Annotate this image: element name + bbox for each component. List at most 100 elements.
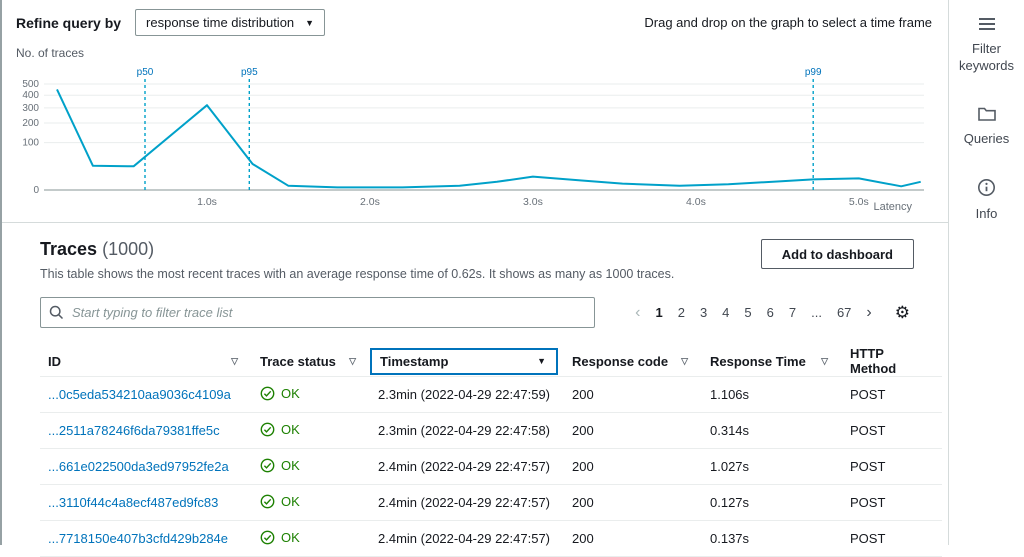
sort-icon[interactable]: ▽ — [681, 355, 688, 366]
sidebar-item-label: Queries — [963, 130, 1010, 146]
pagination-page-2[interactable]: 2 — [677, 305, 685, 320]
hamburger-icon — [978, 18, 995, 30]
status-badge: OK — [260, 494, 300, 509]
trace-id-cell: ...2511a78246f6da79381ffe5c — [40, 412, 252, 449]
refine-query-row: Refine query by response time distributi… — [16, 9, 936, 36]
svg-text:1.0s: 1.0s — [197, 196, 217, 208]
check-circle-icon — [260, 530, 275, 544]
traces-title: Traces (1000) — [40, 239, 155, 259]
http-method-cell: POST — [842, 520, 942, 557]
svg-text:p99: p99 — [805, 67, 822, 78]
timestamp-cell: 2.4min (2022-04-29 22:47:57) — [370, 484, 564, 521]
pagination-page-6[interactable]: 6 — [766, 305, 774, 320]
pagination-ellipsis: ... — [811, 305, 822, 320]
response-time-cell: 1.106s — [702, 376, 842, 413]
pagination-page-3[interactable]: 3 — [699, 305, 708, 320]
response-code-cell: 200 — [564, 520, 702, 557]
latency-chart-container: No. of traces 0 100 200 300 400 500 1.0s 2.0s 3.… — [16, 46, 936, 214]
status-text: OK — [281, 421, 300, 437]
http-method-cell: POST — [842, 484, 942, 521]
timestamp-cell: 2.4min (2022-04-29 22:47:57) — [370, 520, 564, 557]
column-header-response-time[interactable]: Response Time ▽ — [702, 346, 842, 377]
trace-status-cell: OK — [252, 448, 370, 485]
trace-id-link[interactable]: ...7718150e407b3cfd429b284e — [48, 531, 229, 546]
trace-status-cell: OK — [252, 412, 370, 449]
info-icon — [978, 178, 995, 196]
trace-id-link[interactable]: ...3110f44c4a8ecf487ed9fc83 — [48, 495, 219, 510]
svg-text:3.0s: 3.0s — [523, 196, 543, 208]
timestamp-cell: 2.3min (2022-04-29 22:47:58) — [370, 412, 564, 449]
response-code-cell: 200 — [564, 484, 702, 521]
traces-table: ID ▽ Trace status ▽ Timestamp ▼ Response co… — [40, 346, 942, 557]
pagination-page-7[interactable]: 7 — [788, 305, 797, 320]
http-method-cell: POST — [842, 412, 942, 449]
refine-query-dropdown[interactable]: response time distribution ▼ — [135, 9, 326, 36]
trace-id-link[interactable]: ...661e022500da3ed97952fe2a — [48, 459, 229, 474]
column-header-trace-status[interactable]: Trace status ▽ — [252, 346, 370, 377]
response-time-cell: 0.127s — [702, 484, 842, 521]
timestamp-cell: 2.4min (2022-04-29 22:47:57) — [370, 448, 564, 485]
status-text: OK — [281, 457, 300, 473]
svg-text:400: 400 — [22, 90, 39, 101]
trace-filter-search — [40, 297, 595, 328]
sidebar-item-queries[interactable]: Queries — [952, 105, 1022, 148]
sidebar-item-info[interactable]: Info — [952, 178, 1022, 223]
sort-icon[interactable]: ▽ — [349, 355, 356, 366]
refine-query-dropdown-value: response time distribution — [146, 15, 295, 30]
trace-filter-input[interactable] — [40, 297, 595, 328]
caret-down-icon: ▼ — [305, 17, 315, 28]
status-text: OK — [281, 385, 300, 401]
svg-text:0: 0 — [33, 185, 39, 196]
table-row: ...0c5eda534210aa9036c4109a OK 2.3min (202… — [40, 376, 942, 413]
svg-text:300: 300 — [22, 103, 39, 114]
table-row: ...3110f44c4a8ecf487ed9fc83 OK 2.4min (202… — [40, 484, 942, 521]
trace-id-cell: ...0c5eda534210aa9036c4109a — [40, 376, 252, 413]
trace-id-link[interactable]: ...0c5eda534210aa9036c4109a — [48, 387, 231, 402]
status-badge: OK — [260, 386, 300, 401]
check-circle-icon — [260, 494, 275, 508]
caret-down-icon: ▼ — [537, 356, 546, 366]
trace-status-cell: OK — [252, 520, 370, 557]
pagination-page-67[interactable]: 67 — [836, 305, 852, 320]
trace-id-cell: ...3110f44c4a8ecf487ed9fc83 — [40, 484, 252, 521]
pagination-page-5[interactable]: 5 — [744, 305, 752, 320]
response-time-cell: 1.027s — [702, 448, 842, 485]
trace-id-link[interactable]: ...2511a78246f6da79381ffe5c — [48, 423, 220, 438]
column-header-timestamp[interactable]: Timestamp ▼ — [370, 346, 564, 377]
status-text: OK — [281, 529, 300, 545]
pagination-page-1[interactable]: 1 — [655, 305, 663, 320]
trace-status-cell: OK — [252, 484, 370, 521]
table-row: ...2511a78246f6da79381ffe5c OK 2.3min (202… — [40, 412, 942, 449]
search-icon — [49, 305, 64, 320]
column-header-id[interactable]: ID ▽ — [40, 346, 252, 377]
svg-text:100: 100 — [22, 138, 39, 149]
right-toolbar: Filter keywords Queries Info — [948, 0, 1024, 545]
column-header-http-method[interactable]: HTTP Method — [842, 346, 942, 377]
sort-icon[interactable]: ▽ — [821, 355, 828, 366]
response-time-cell: 0.314s — [702, 412, 842, 449]
column-label: HTTP Method — [850, 346, 897, 376]
sort-icon[interactable]: ▽ — [231, 355, 238, 366]
gear-icon[interactable]: ⚙ — [894, 303, 910, 322]
column-label: Response code — [572, 353, 669, 369]
check-circle-icon — [260, 458, 275, 472]
column-header-response-code[interactable]: Response code ▽ — [564, 346, 702, 377]
chevron-left-icon[interactable]: ‹ — [635, 303, 641, 321]
traces-description: This table shows the most recent traces … — [40, 267, 675, 281]
sidebar-item-filter-keywords[interactable]: Filter keywords — [952, 16, 1022, 75]
response-code-cell: 200 — [564, 412, 702, 449]
column-label: Timestamp — [380, 353, 449, 369]
folder-icon — [977, 107, 996, 121]
svg-text:500: 500 — [22, 79, 39, 90]
svg-text:p50: p50 — [137, 67, 154, 78]
timestamp-cell: 2.3min (2022-04-29 22:47:59) — [370, 376, 564, 413]
http-method-cell: POST — [842, 376, 942, 413]
chevron-right-icon[interactable]: › — [866, 303, 872, 321]
traces-header: Traces (1000) This table shows the most … — [40, 239, 940, 281]
pagination-page-4[interactable]: 4 — [722, 305, 730, 320]
table-row: ...7718150e407b3cfd429b284e OK 2.4min (202… — [40, 520, 942, 557]
add-to-dashboard-button[interactable]: Add to dashboard — [760, 239, 914, 269]
column-label: Response Time — [710, 353, 806, 369]
